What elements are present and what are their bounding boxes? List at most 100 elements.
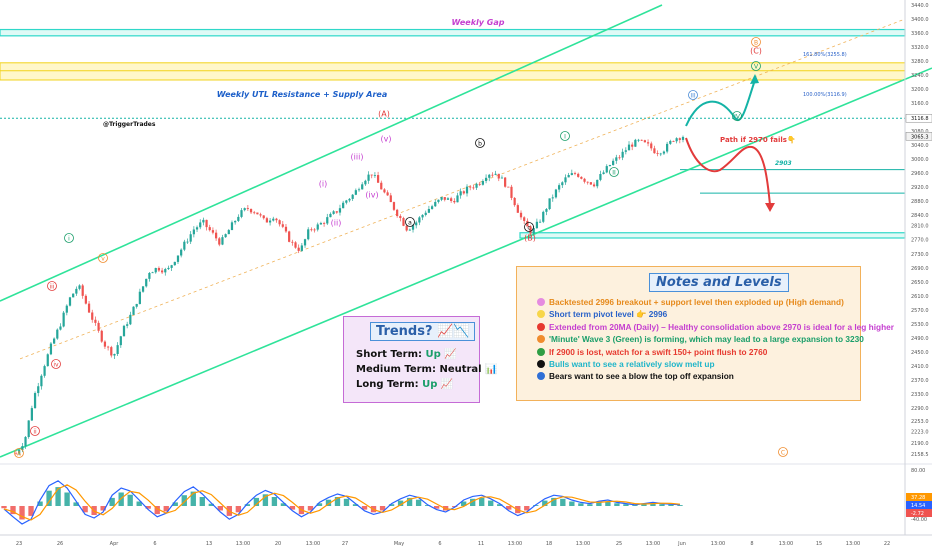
note-item: Backtested 2996 breakout + support level…: [537, 297, 844, 307]
histogram-bar: [479, 497, 485, 506]
histogram-bar: [379, 506, 386, 511]
price-tick-label: 2370.0: [911, 378, 929, 384]
candle-body: [259, 214, 262, 216]
candle-body: [430, 206, 434, 209]
time-axis[interactable]: 23 26 Apr 6 13 13:00 20 13:00 27 May 6 11 13:00 18 13:…: [0, 534, 932, 547]
candle-body: [300, 245, 303, 251]
time-tick-label: 25: [616, 541, 622, 547]
histogram-bar: [397, 500, 404, 506]
wave-label: (iv): [365, 191, 378, 200]
wave-label: a: [408, 220, 412, 227]
candle-body: [46, 354, 49, 367]
candle-body: [535, 221, 539, 229]
candle-body: [637, 139, 640, 141]
price-tick-label: 3200.0: [911, 87, 929, 93]
candle-body: [500, 177, 504, 179]
price-axis[interactable]: 3440.0 3400.0 3360.0 3320.0 3280.0 3240.0 3200…: [904, 0, 932, 535]
candle-body: [678, 138, 681, 140]
candle-body: [237, 216, 240, 221]
histogram-bar: [181, 495, 187, 506]
wave-labels: A(B)(C)BC(A)abciiiiiiivv(i)(ii)(iii)(iv)…: [14, 37, 788, 458]
price-tick-label: 2920.0: [911, 185, 929, 191]
histogram-bar: [578, 503, 584, 506]
wave-label: (i): [319, 180, 327, 189]
candle-body: [265, 218, 269, 223]
candle-body: [186, 241, 189, 243]
time-tick-label: 13:00: [846, 541, 860, 547]
candle-body: [561, 182, 564, 186]
candle-body: [281, 224, 284, 227]
trend-value: Neutral 📊: [439, 364, 498, 375]
histogram-bar: [244, 504, 251, 506]
time-tick-label: May: [394, 541, 404, 547]
price-tick-label: 2770.0: [911, 238, 929, 244]
candle-body: [542, 211, 545, 222]
bear-path-label: Path if 2970 fails👇: [720, 135, 796, 144]
candle-body: [30, 408, 33, 421]
candle-body: [160, 270, 164, 273]
candle-body: [199, 222, 202, 228]
time-tick-label: 13: [206, 541, 212, 547]
candle-body: [87, 303, 91, 313]
candle-body: [224, 234, 227, 238]
wave-label: (B): [524, 234, 536, 243]
candle-body: [513, 197, 516, 206]
histogram-bar: [470, 498, 476, 506]
candle-body: [284, 226, 288, 232]
histogram-bar: [73, 502, 79, 506]
osc-value-tag: [906, 493, 932, 501]
histogram-bar: [145, 506, 151, 509]
candle-body: [97, 322, 100, 331]
candle-body: [380, 182, 383, 190]
histogram-bar: [569, 501, 575, 506]
histogram-bar: [316, 503, 323, 506]
wave-circle: [751, 37, 761, 47]
note-text: Bulls want to see a relatively slow melt…: [549, 359, 715, 369]
candle-body: [195, 227, 199, 230]
price-tick-label: 2650.0: [911, 280, 929, 286]
candle-body: [634, 139, 637, 147]
candle-body: [526, 220, 529, 227]
candle-body: [510, 186, 513, 198]
candle-body: [122, 325, 126, 337]
price-tick-label: 2690.0: [911, 266, 929, 272]
candle-body: [27, 420, 30, 438]
candle-body: [465, 186, 469, 194]
histogram-bar: [506, 506, 512, 510]
candle-body: [151, 272, 154, 274]
wave-label: (A): [378, 110, 390, 119]
price-tick-label: 2840.0: [911, 213, 929, 219]
candle-body: [472, 187, 475, 189]
candle-body: [72, 293, 75, 298]
candle-body: [49, 343, 53, 355]
histogram-bar: [424, 505, 431, 506]
wave-circle: [609, 167, 619, 177]
candle-body: [316, 224, 319, 230]
trend-channel: [0, 4, 932, 458]
candle-body: [240, 210, 243, 217]
note-text: 'Minute' Wave 3 (Green) is forming, whic…: [549, 334, 864, 345]
candle-body: [405, 225, 408, 231]
histogram-bar: [1, 506, 7, 509]
histogram-bar: [488, 500, 494, 506]
candle-body: [33, 393, 37, 409]
wave-label: IV: [734, 114, 741, 121]
candle-body: [437, 199, 440, 202]
histogram-bar: [217, 506, 223, 511]
candle-body: [627, 144, 631, 151]
candle-body: [148, 272, 151, 279]
histogram-bar: [82, 506, 88, 513]
candle-body: [672, 140, 675, 142]
candle-body: [545, 209, 548, 212]
histogram-bar: [352, 504, 359, 506]
candle-body: [529, 226, 532, 234]
time-tick-label: 13:00: [646, 541, 660, 547]
candle-body: [348, 198, 351, 201]
candle-body: [427, 208, 431, 213]
candle-body: [288, 231, 291, 242]
candle-body: [589, 182, 593, 185]
osc-value-text: 14.54: [911, 503, 925, 509]
candle-body: [335, 211, 338, 213]
candle-body: [491, 174, 494, 176]
time-tick-label: 23: [16, 541, 22, 547]
